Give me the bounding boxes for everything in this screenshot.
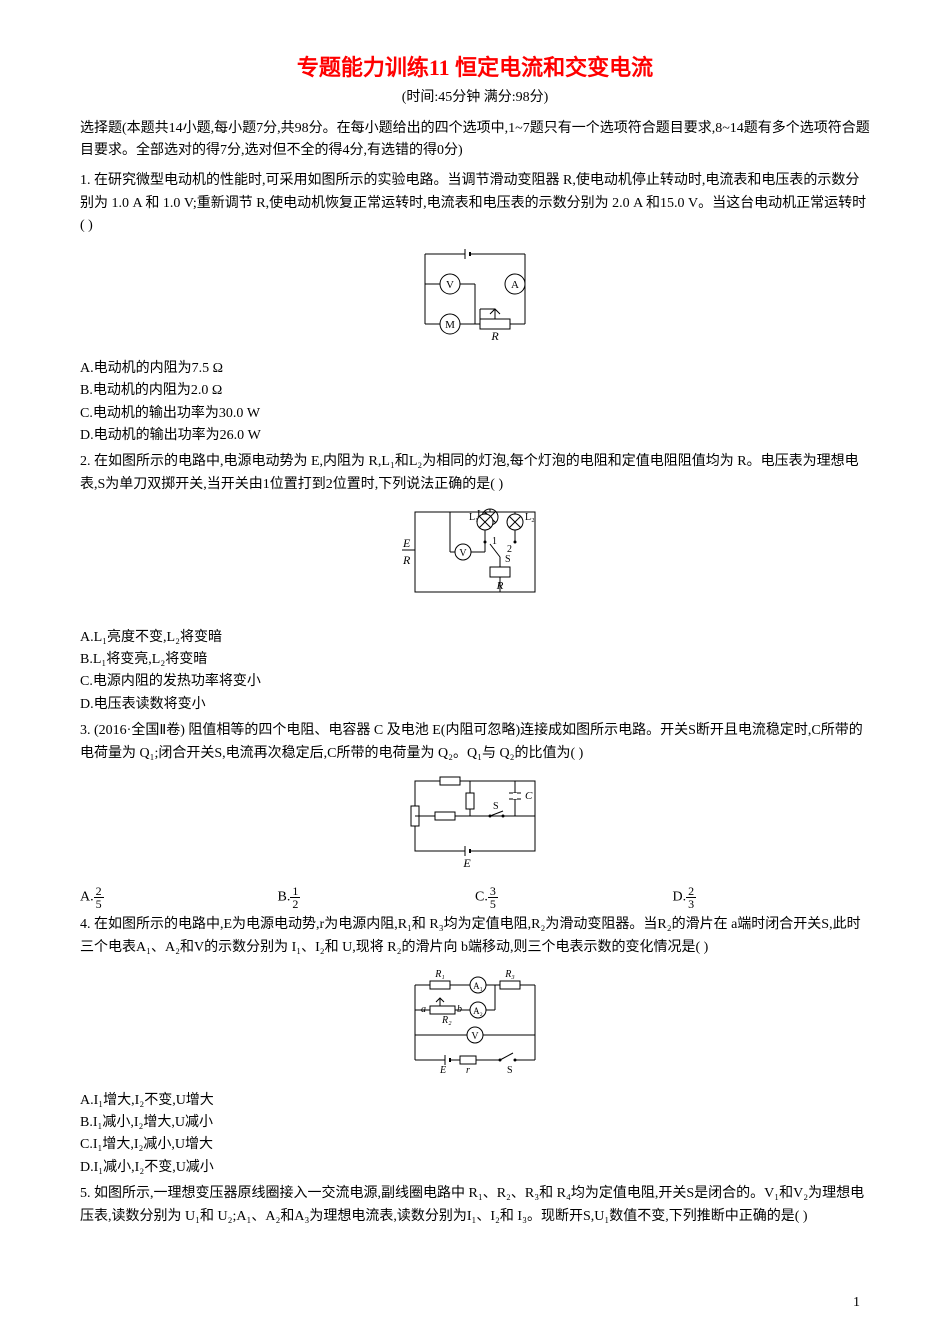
svg-text:E: E — [462, 856, 471, 870]
q1-num: 1. — [80, 173, 91, 188]
svg-text:E: E — [402, 536, 411, 550]
q4-optC: C.I₁增大,I₂减小,U增大 — [80, 1134, 870, 1156]
svg-text:E: E — [439, 1065, 446, 1075]
svg-text:A₂: A₂ — [473, 1006, 483, 1016]
q1-text: 在研究微型电动机的性能时,可采用如图所示的实验电路。当调节滑动变阻器 R,使电动… — [80, 173, 866, 233]
q1-optC: C.电动机的输出功率为30.0 W — [80, 403, 870, 425]
q3-num: 3. — [80, 723, 91, 738]
q4-num: 4. — [80, 917, 91, 932]
q4-optA: A.I₁增大,I₂不变,U增大 — [80, 1090, 870, 1112]
q2-circuit: L₁ E R L₁ L₂ — [80, 502, 870, 620]
svg-text:R₁: R₁ — [434, 969, 445, 980]
q5-text: 如图所示,一理想变压器原线圈接入一交流电源,副线圈电路中 R₁、R₂、R₃和 R… — [80, 1186, 864, 1223]
q4-optD: D.I₁减小,I₂不变,U减小 — [80, 1157, 870, 1179]
svg-text:S: S — [507, 1065, 513, 1075]
svg-text:A: A — [511, 279, 519, 291]
q1-optB: B.电动机的内阻为2.0 Ω — [80, 380, 870, 402]
q3-prefix: (2016·全国Ⅱ卷) — [94, 723, 185, 738]
svg-text:a: a — [421, 1004, 426, 1015]
q3-optA: A.25 — [80, 885, 278, 910]
q2-text: 在如图所示的电路中,电源电动势为 E,内阻为 R,L₁和L₂为相同的灯泡,每个灯… — [80, 454, 859, 491]
svg-text:M: M — [445, 319, 455, 331]
q1-optD: D.电动机的输出功率为26.0 W — [80, 425, 870, 447]
q3-options: A.25 B.12 C.35 D.23 — [80, 885, 870, 910]
q5-num: 5. — [80, 1186, 91, 1201]
svg-text:R: R — [490, 329, 499, 343]
q2-optA: A.L₁亮度不变,L₂将变暗 — [80, 627, 870, 649]
svg-text:R: R — [402, 553, 411, 567]
svg-text:A₁: A₁ — [473, 981, 483, 991]
svg-text:1: 1 — [492, 536, 497, 547]
q2-optD: D.电压表读数将变小 — [80, 694, 870, 716]
q3-optB: B.12 — [278, 885, 476, 910]
question-2: 2. 在如图所示的电路中,电源电动势为 E,内阻为 R,L₁和L₂为相同的灯泡,… — [80, 451, 870, 716]
q3-circuit: S C E — [80, 771, 870, 879]
q3-optD: D.23 — [673, 885, 871, 910]
svg-text:S: S — [493, 801, 499, 812]
svg-text:L₁: L₁ — [469, 512, 479, 523]
q2-optB: B.L₁将变亮,L₂将变暗 — [80, 649, 870, 671]
svg-text:L₂: L₂ — [525, 512, 535, 523]
question-5: 5. 如图所示,一理想变压器原线圈接入一交流电源,副线圈电路中 R₁、R₂、R₃… — [80, 1183, 870, 1228]
q1-optA: A.电动机的内阻为7.5 Ω — [80, 358, 870, 380]
q4-text: 在如图所示的电路中,E为电源电动势,r为电源内阻,R₁和 R₃均为定值电阻,R₂… — [80, 917, 861, 954]
subtitle: (时间:45分钟 满分:98分) — [80, 87, 870, 109]
q2-num: 2. — [80, 454, 91, 469]
page-title: 专题能力训练11 恒定电流和交变电流 — [80, 50, 870, 85]
svg-text:V: V — [471, 1031, 479, 1042]
instructions: 选择题(本题共14小题,每小题7分,共98分。在每小题给出的四个选项中,1~7题… — [80, 118, 870, 163]
svg-text:V: V — [459, 548, 467, 559]
svg-text:S: S — [505, 554, 511, 565]
q3-text: 阻值相等的四个电阻、电容器 C 及电池 E(内阻可忽略)连接成如图所示电路。开关… — [80, 723, 863, 760]
q4-optB: B.I₁减小,I₂增大,U减小 — [80, 1112, 870, 1134]
question-4: 4. 在如图所示的电路中,E为电源电动势,r为电源内阻,R₁和 R₃均为定值电阻… — [80, 914, 870, 1179]
svg-text:V: V — [446, 279, 454, 291]
q3-optC: C.35 — [475, 885, 673, 910]
svg-text:R₃: R₃ — [504, 969, 515, 980]
question-1: 1. 在研究微型电动机的性能时,可采用如图所示的实验电路。当调节滑动变阻器 R,… — [80, 170, 870, 447]
q4-circuit: R₁ A₁ R₃ a R₂ b A₂ V — [80, 965, 870, 1083]
svg-text:C: C — [525, 790, 533, 802]
page-number: 1 — [853, 1292, 860, 1314]
svg-text:r: r — [466, 1065, 470, 1075]
q1-circuit: V A M R — [80, 244, 870, 352]
svg-text:R₂: R₂ — [441, 1015, 452, 1026]
q2-optC: C.电源内阻的发热功率将变小 — [80, 671, 870, 693]
question-3: 3. (2016·全国Ⅱ卷) 阻值相等的四个电阻、电容器 C 及电池 E(内阻可… — [80, 720, 870, 910]
